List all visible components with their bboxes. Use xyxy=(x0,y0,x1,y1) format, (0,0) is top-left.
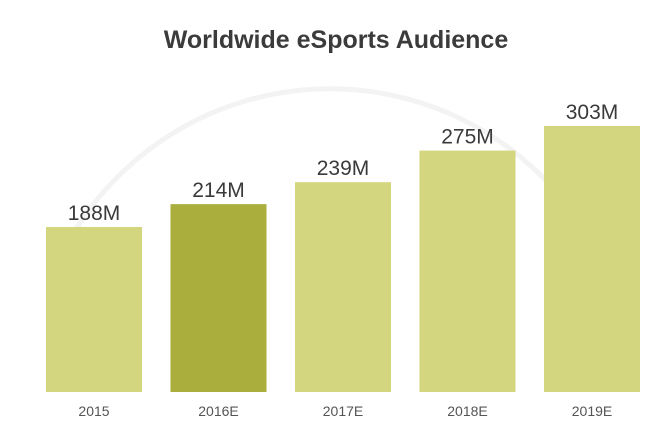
bar-2018e xyxy=(419,150,516,392)
bar-2019e xyxy=(544,126,640,392)
background-arc xyxy=(57,86,603,260)
chart-title: Worldwide eSports Audience xyxy=(163,26,509,54)
bar-2015 xyxy=(46,226,142,392)
x-tick-label-2019e: 2019E xyxy=(572,403,612,419)
data-label-2015: 188M xyxy=(68,202,121,225)
data-label-2016e: 214M xyxy=(192,179,245,202)
bar-2017e xyxy=(295,182,391,392)
data-label-2017e: 239M xyxy=(317,157,370,180)
data-label-2018e: 275M xyxy=(441,126,494,149)
x-tick-label-2016e: 2016E xyxy=(198,403,238,419)
data-label-2019e: 303M xyxy=(566,101,619,124)
x-tick-label-2018e: 2018E xyxy=(447,403,487,419)
x-tick-label-2015: 2015 xyxy=(78,403,109,419)
x-tick-label-2017e: 2017E xyxy=(323,403,363,419)
bar-2016e xyxy=(170,204,267,392)
